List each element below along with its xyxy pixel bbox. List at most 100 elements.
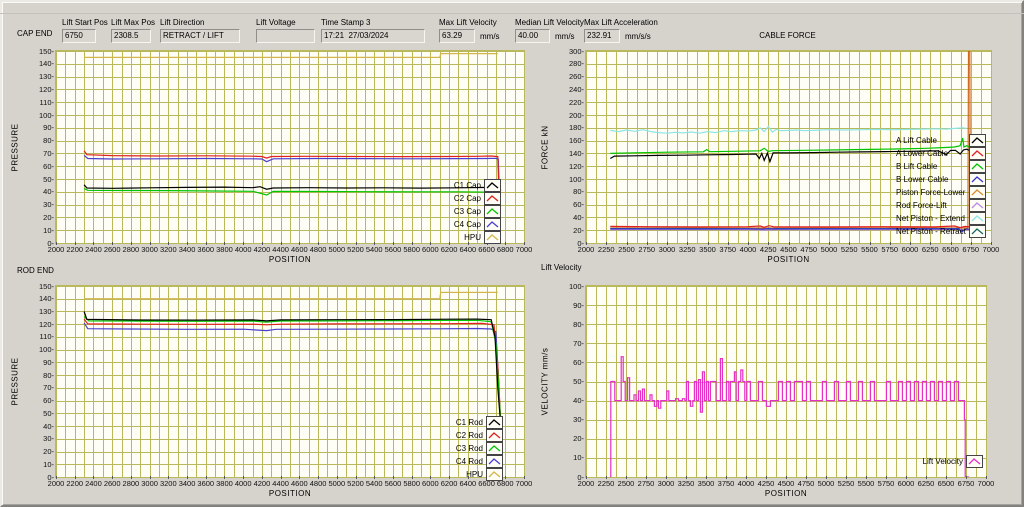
legend-entry[interactable]: A Lower Cable xyxy=(896,147,986,160)
x-tick-label: 4000 xyxy=(228,476,258,488)
legend-entry[interactable]: C2 Cap xyxy=(454,192,501,205)
lift-max-pos-input[interactable]: 2308.5 xyxy=(111,29,151,43)
y-tick-label: 50 xyxy=(28,409,54,418)
lift-velocity-y-axis-label: VELOCITY mm/s xyxy=(538,286,552,477)
x-tick-label: 5600 xyxy=(378,476,408,488)
legend-entry[interactable]: C4 Cap xyxy=(454,218,501,231)
x-tick-label: 6750 xyxy=(956,242,986,254)
x-tick-label: 5750 xyxy=(875,242,905,254)
legend-entry[interactable]: C4 Rod xyxy=(456,455,503,468)
x-tick-label: 5200 xyxy=(341,476,371,488)
rod-end-y-axis-label: PRESSURE xyxy=(8,286,22,477)
y-tick-label: 10 xyxy=(28,226,54,235)
series-HPU xyxy=(84,291,498,300)
legend-entry[interactable]: Piston Force-Lower xyxy=(896,186,986,199)
x-tick-label: 3600 xyxy=(191,476,221,488)
legend-entry[interactable]: C1 Cap xyxy=(454,179,501,192)
y-tick-label: 90 xyxy=(28,358,54,367)
x-tick-label: 6800 xyxy=(490,242,520,254)
x-tick-label: 2500 xyxy=(611,476,641,488)
cap-end-x-axis-label: POSITION xyxy=(268,255,312,264)
series-C2-Rod xyxy=(83,318,502,420)
legend-entry[interactable]: A Lift Cable xyxy=(896,134,986,147)
lift-direction-input[interactable]: RETRACT / LIFT xyxy=(160,29,240,43)
y-tick-label: 130 xyxy=(28,72,54,81)
x-tick-label: 6250 xyxy=(911,476,941,488)
x-tick-label: 2750 xyxy=(632,242,662,254)
x-tick-label: 3250 xyxy=(672,242,702,254)
x-tick-label: 3000 xyxy=(135,476,165,488)
legend-label: C2 Rod xyxy=(455,431,483,440)
legend-entry[interactable]: Net Piston - Retract xyxy=(896,225,986,238)
legend-entry[interactable]: C3 Cap xyxy=(454,205,501,218)
x-tick-label: 5000 xyxy=(322,242,352,254)
legend-entry[interactable]: HPU xyxy=(454,231,501,244)
legend-entry[interactable]: B Lift Cable xyxy=(896,160,986,173)
max-lift-acceleration-input[interactable]: 232.91 xyxy=(584,29,620,43)
legend-entry[interactable]: Net Piston - Extend xyxy=(896,212,986,225)
legend-entry[interactable]: B Lower Cable xyxy=(896,173,986,186)
legend-label: B Lower Cable xyxy=(896,175,949,184)
field-label: Max Lift Acceleration xyxy=(584,18,658,27)
x-tick-label: 4500 xyxy=(774,242,804,254)
rod-end-legend: C1 Rod C2 Rod C3 Rod C4 Rod HPU xyxy=(456,416,503,481)
x-tick-label: 4400 xyxy=(266,476,296,488)
y-tick-label: 20 xyxy=(558,434,584,443)
x-tick-label: 6000 xyxy=(415,476,445,488)
median-lift-velocity-input[interactable]: 40.00 xyxy=(515,29,550,43)
lift-max-pos-field: Lift Max Pos 2308.5 xyxy=(111,18,155,43)
lift-velocity-chart: 2000 2250 2500 2750 3000 3250 3500 3750 4000 4250… xyxy=(541,282,995,499)
x-tick-label: 6500 xyxy=(936,242,966,254)
x-tick-label: 6200 xyxy=(434,242,464,254)
max-lift-velocity-field: Max Lift Velocity 63.29 mm/s xyxy=(439,18,500,43)
y-tick-label: 70 xyxy=(28,383,54,392)
legend-entry[interactable]: C1 Rod xyxy=(456,416,503,429)
legend-line-sample xyxy=(486,429,503,442)
y-tick-label: 180 xyxy=(558,123,584,132)
y-tick-label: 60 xyxy=(558,358,584,367)
legend-entry[interactable]: HPU xyxy=(456,468,503,481)
legend-line-sample xyxy=(484,205,501,218)
x-tick-label: 3800 xyxy=(209,476,239,488)
time-stamp-input[interactable]: 17:21 27/03/2024 xyxy=(321,29,425,43)
y-tick-label: 90 xyxy=(28,123,54,132)
x-tick-label: 5400 xyxy=(359,242,389,254)
cable-force-x-axis-label: POSITION xyxy=(767,255,810,264)
y-tick-label: 120 xyxy=(558,162,584,171)
legend-label: Net Piston - Extend xyxy=(896,214,965,223)
x-tick-label: 5500 xyxy=(851,476,881,488)
x-tick-label: 6000 xyxy=(891,476,921,488)
legend-line-sample xyxy=(969,147,986,160)
legend-entry[interactable]: Lift Velocity xyxy=(923,455,983,468)
lift-start-pos-input[interactable]: 6750 xyxy=(62,29,96,43)
legend-line-sample xyxy=(969,225,986,238)
y-tick-label: 140 xyxy=(558,149,584,158)
x-tick-label: 2000 xyxy=(41,242,71,254)
legend-line-sample xyxy=(486,442,503,455)
y-tick-label: 150 xyxy=(28,282,54,291)
legend-label: C3 Rod xyxy=(455,444,483,453)
field-label: Lift Start Pos xyxy=(62,18,108,27)
y-tick-label: 110 xyxy=(28,98,54,107)
x-tick-label: 5200 xyxy=(341,242,371,254)
x-tick-label: 3000 xyxy=(135,242,165,254)
x-tick-label: 4800 xyxy=(303,242,333,254)
x-tick-label: 5750 xyxy=(871,476,901,488)
legend-line-sample xyxy=(484,218,501,231)
rod-end-x-axis-label: POSITION xyxy=(268,489,312,498)
legend-entry[interactable]: Rod Force-Lift xyxy=(896,199,986,212)
y-tick-label: 240 xyxy=(558,85,584,94)
legend-line-sample xyxy=(969,199,986,212)
max-lift-velocity-input[interactable]: 63.29 xyxy=(439,29,475,43)
y-tick-label: 260 xyxy=(558,72,584,81)
x-tick-label: 2250 xyxy=(591,242,621,254)
x-tick-label: 4750 xyxy=(791,476,821,488)
legend-entry[interactable]: C3 Rod xyxy=(456,442,503,455)
x-tick-label: 4800 xyxy=(303,476,333,488)
legend-entry[interactable]: C2 Rod xyxy=(456,429,503,442)
x-tick-label: 2250 xyxy=(591,476,621,488)
x-tick-label: 7000 xyxy=(509,242,539,254)
lift-voltage-input[interactable] xyxy=(256,29,315,43)
legend-label: C2 Cap xyxy=(453,194,481,203)
